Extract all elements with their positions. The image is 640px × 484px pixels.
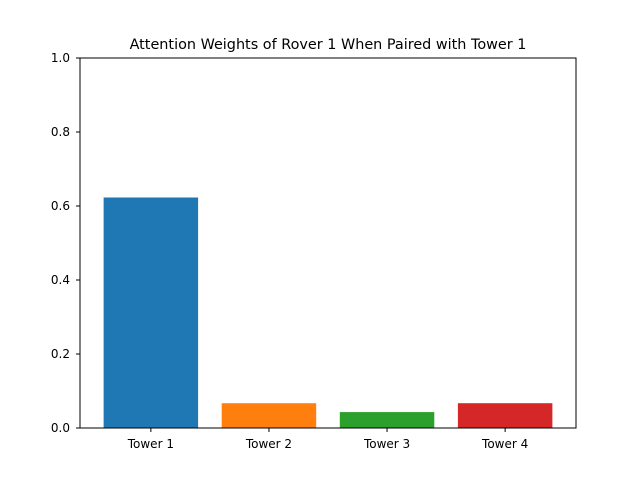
x-tick-label: Tower 4 [481, 437, 528, 451]
plot-frame [79, 57, 577, 429]
y-tick-label: 0.0 [51, 421, 70, 435]
bar-tower-3 [339, 412, 435, 428]
bar-tower-4 [457, 403, 553, 428]
bar-tower-2 [221, 403, 317, 428]
x-tick-label: Tower 1 [127, 437, 174, 451]
y-axis: 0.0 0.2 0.4 0.6 0.8 1.0 [51, 51, 80, 435]
y-tick-label: 0.6 [51, 199, 70, 213]
x-axis: Tower 1 Tower 2 Tower 3 Tower 4 [127, 428, 528, 451]
y-tick-label: 0.4 [51, 273, 70, 287]
chart-title: Attention Weights of Rover 1 When Paired… [130, 37, 527, 53]
bar-tower-1 [103, 197, 199, 428]
x-tick-label: Tower 3 [363, 437, 410, 451]
y-tick-label: 0.8 [51, 125, 70, 139]
y-tick-label: 1.0 [51, 51, 70, 65]
x-tick-label: Tower 2 [245, 437, 292, 451]
bars-layer [103, 197, 553, 428]
y-tick-label: 0.2 [51, 347, 70, 361]
